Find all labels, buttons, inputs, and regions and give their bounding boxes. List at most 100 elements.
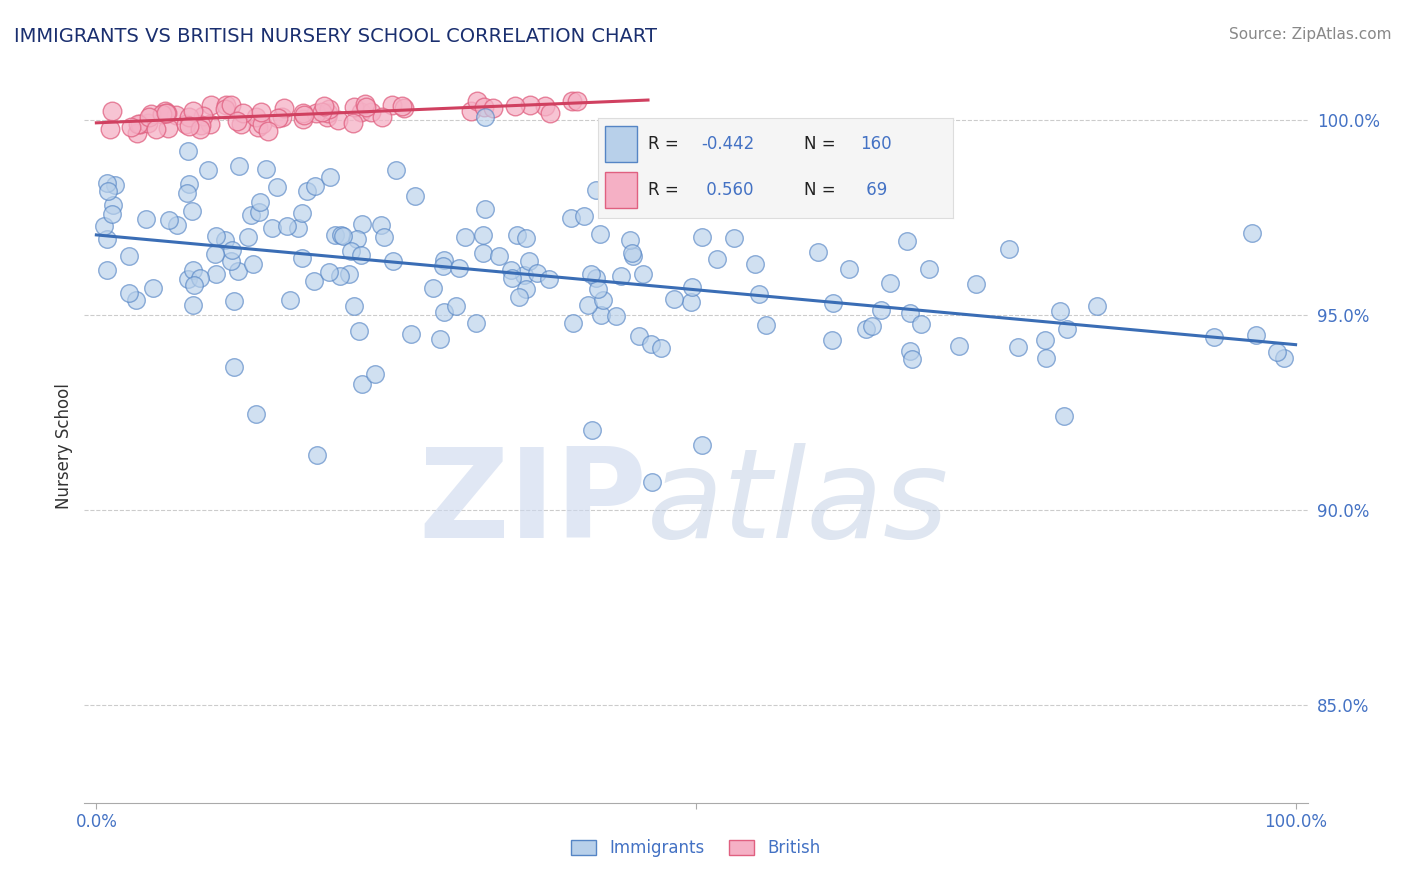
Point xyxy=(101,104,124,119)
Point xyxy=(205,228,228,243)
Point xyxy=(1244,328,1267,343)
Point xyxy=(120,120,142,134)
Point xyxy=(332,229,354,244)
Point xyxy=(821,333,844,347)
Point xyxy=(588,282,610,296)
Point xyxy=(231,117,253,131)
Point xyxy=(273,101,295,115)
Point xyxy=(879,276,901,290)
Point xyxy=(621,245,644,260)
Point xyxy=(1007,340,1029,354)
Text: IMMIGRANTS VS BRITISH NURSERY SCHOOL CORRELATION CHART: IMMIGRANTS VS BRITISH NURSERY SCHOOL COR… xyxy=(14,27,657,45)
Point xyxy=(181,204,204,219)
Point xyxy=(221,243,243,257)
Point xyxy=(465,94,488,108)
Point xyxy=(965,277,987,291)
Point xyxy=(280,293,302,307)
Point xyxy=(250,117,273,131)
Point xyxy=(232,106,254,120)
Point xyxy=(454,230,477,244)
Point xyxy=(449,260,471,275)
Point xyxy=(204,246,226,260)
Point xyxy=(200,97,222,112)
Point xyxy=(96,263,118,277)
Point xyxy=(329,269,352,284)
Point xyxy=(592,293,614,307)
Point xyxy=(1053,409,1076,424)
Point xyxy=(266,111,288,125)
Point xyxy=(193,109,215,123)
Point xyxy=(145,122,167,136)
Point xyxy=(266,180,288,194)
Point xyxy=(222,359,245,374)
Point xyxy=(97,184,120,198)
Point xyxy=(1240,226,1263,240)
Point xyxy=(238,229,260,244)
Point xyxy=(371,110,394,124)
Point xyxy=(343,299,366,313)
Point xyxy=(292,108,315,122)
Point xyxy=(910,317,932,331)
Y-axis label: Nursery School: Nursery School xyxy=(55,383,73,509)
Point xyxy=(898,344,921,359)
Point xyxy=(214,102,236,116)
Point xyxy=(305,448,328,462)
Point xyxy=(156,121,179,136)
Point xyxy=(515,231,537,245)
Point xyxy=(312,99,335,113)
Point xyxy=(465,316,488,330)
Point xyxy=(101,207,124,221)
Point xyxy=(561,94,583,108)
Point xyxy=(350,217,373,231)
Point xyxy=(291,206,314,220)
Point xyxy=(292,106,315,120)
Point xyxy=(124,293,146,307)
Point xyxy=(433,252,456,267)
Point xyxy=(823,296,845,310)
Point xyxy=(181,263,204,277)
Point xyxy=(579,267,602,281)
Point xyxy=(323,227,346,242)
Point xyxy=(257,123,280,137)
Point xyxy=(347,324,370,338)
Point xyxy=(318,265,340,279)
Point xyxy=(690,229,713,244)
Point xyxy=(177,144,200,158)
Point xyxy=(392,101,415,115)
Point xyxy=(318,170,340,185)
Point xyxy=(506,228,529,243)
Point xyxy=(142,281,165,295)
Point xyxy=(748,287,770,301)
Point xyxy=(118,249,141,263)
Point xyxy=(589,308,612,322)
Point xyxy=(228,160,250,174)
Point xyxy=(585,184,607,198)
Point xyxy=(219,97,242,112)
Point xyxy=(165,108,187,122)
Point xyxy=(98,121,121,136)
Point xyxy=(135,211,157,226)
Point xyxy=(399,326,422,341)
Point xyxy=(501,271,523,285)
Point xyxy=(127,116,149,130)
Point xyxy=(565,94,588,108)
Point xyxy=(609,269,631,284)
Point xyxy=(373,230,395,244)
Point xyxy=(340,244,363,259)
Point xyxy=(219,254,242,268)
Point xyxy=(138,110,160,124)
Point xyxy=(1265,345,1288,359)
Point xyxy=(104,178,127,192)
Point xyxy=(242,257,264,271)
Point xyxy=(157,212,180,227)
Point xyxy=(181,104,204,119)
Point xyxy=(605,309,627,323)
Point xyxy=(287,221,309,235)
Point xyxy=(690,438,713,452)
Point xyxy=(176,186,198,200)
Point xyxy=(200,117,222,131)
Point xyxy=(1035,334,1057,348)
Point xyxy=(429,332,451,346)
Point xyxy=(152,106,174,120)
Point xyxy=(166,218,188,232)
